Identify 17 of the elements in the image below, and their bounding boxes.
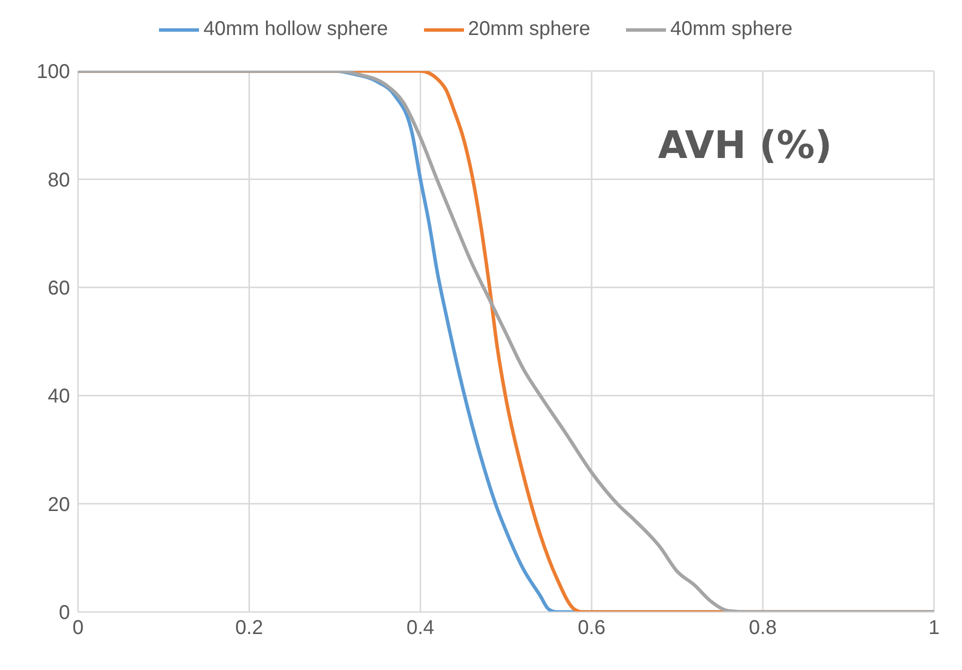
x-tick-label: 0.2 [235,617,264,640]
y-tick-label: 20 [48,494,70,516]
legend-label: 20mm sphere [468,18,590,41]
y-tick-label: 80 [48,169,70,192]
x-tick-label: 0.6 [578,617,606,640]
y-tick-label: 60 [48,278,70,300]
y-tick-label: 40 [48,386,70,408]
legend-label: 40mm hollow sphere [203,18,388,41]
y-tick-label: 100 [36,61,70,84]
x-tick-label: 0.8 [748,617,777,640]
x-tick-label: 0.4 [406,617,434,640]
y-tick-label: 0 [58,602,70,624]
legend-label: 40mm sphere [670,18,793,41]
x-tick-label: 1 [928,617,940,640]
x-tick-label: 0 [72,617,84,640]
line-series [78,71,934,612]
annotation: AVH (%) [658,123,832,167]
